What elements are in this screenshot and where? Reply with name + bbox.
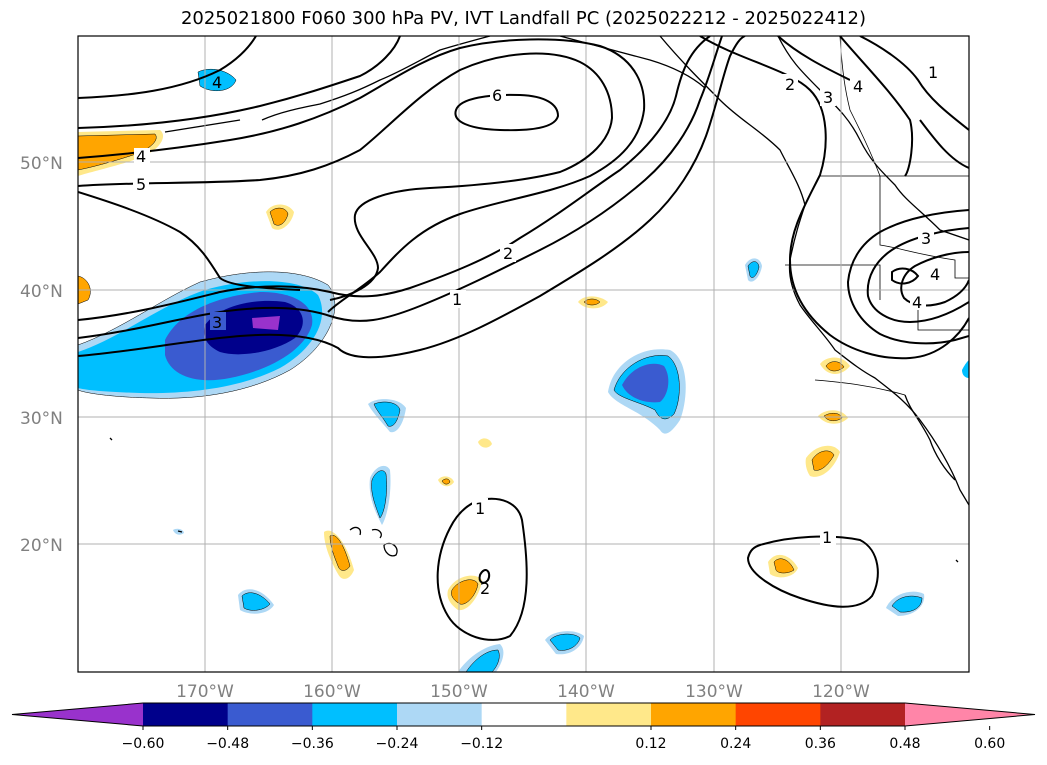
contour-label: 4	[853, 77, 863, 96]
lon-tick-label: 140°W	[557, 682, 615, 702]
contour-label: 3	[823, 88, 833, 107]
map-title: 2025021800 F060 300 hPa PV, IVT Landfall…	[180, 8, 867, 29]
contour-label: 3	[212, 313, 222, 332]
colorbar-bin	[566, 703, 652, 726]
contour-label: 2	[480, 579, 490, 598]
contour-label: 4	[212, 73, 222, 92]
lon-tick-label: 120°W	[812, 682, 870, 702]
gridlines	[78, 36, 969, 672]
contour-label: 2	[503, 244, 513, 263]
colorbar-extend-max	[905, 703, 1035, 726]
colorbar-bin	[143, 703, 229, 726]
lat-tick-label: 40°N	[20, 282, 63, 302]
colorbar-tick-label: −0.24	[376, 736, 419, 752]
colorbar-tick-label: 0.24	[720, 736, 751, 752]
contour-label: 1	[475, 499, 485, 518]
colorbar-tick-label: 0.60	[974, 736, 1005, 752]
colorbar-tick-label: 0.48	[889, 736, 920, 752]
contour-labels: 6 5 4 4 3 3 3 2 2 2 1 1 1 1 4	[133, 62, 944, 598]
colorbar-bin	[227, 703, 313, 726]
lon-tick-label: 150°W	[430, 682, 488, 702]
plot-frame	[77, 35, 970, 673]
contour-label: 4	[912, 293, 922, 312]
lon-tick-label: 160°W	[303, 682, 361, 702]
colorbar-extend-min	[12, 703, 143, 726]
plot-area: 6 5 4 4 3 3 3 2 2 2 1 1 1 1 4	[78, 36, 969, 672]
colorbar-bin	[651, 703, 737, 726]
lat-tick-label: 30°N	[20, 409, 63, 429]
contour-label: 4	[930, 265, 940, 284]
lon-tick-label: 130°W	[685, 682, 743, 702]
colorbar-tick-label: −0.48	[206, 736, 249, 752]
contour-label: 1	[928, 63, 938, 82]
contour-label: 2	[785, 75, 795, 94]
colorbar-bin	[820, 703, 906, 726]
lat-tick-label: 20°N	[20, 536, 63, 556]
pv-contours	[78, 36, 969, 641]
colorbar-tick-label: 0.12	[635, 736, 666, 752]
contour-label: 1	[822, 528, 832, 547]
contour-label: 4	[136, 147, 146, 166]
colorbar-bin	[481, 703, 567, 726]
lat-axis: 50°N 40°N 30°N 20°N	[20, 154, 63, 556]
contour-label: 6	[492, 86, 502, 105]
contour-label: 1	[452, 290, 462, 309]
colorbar-tick-label: −0.36	[291, 736, 334, 752]
shaded-field	[78, 69, 969, 672]
lat-tick-label: 50°N	[20, 154, 63, 174]
contour-label: 3	[921, 229, 931, 248]
colorbar-tick-label: −0.12	[460, 736, 503, 752]
coastlines	[109, 36, 969, 563]
colorbar-bin	[397, 703, 483, 726]
contour-label: 5	[136, 175, 146, 194]
lon-axis: 170°W 160°W 150°W 140°W 130°W 120°W	[176, 682, 870, 702]
colorbar: −0.60 −0.48 −0.36 −0.24 −0.12 0.12 0.24 0.36 0.4…	[11, 702, 1036, 752]
colorbar-bin	[735, 703, 821, 726]
colorbar-bin	[312, 703, 398, 726]
lon-tick-label: 170°W	[176, 682, 234, 702]
colorbar-tick-label: 0.36	[805, 736, 836, 752]
colorbar-tick-label: −0.60	[122, 736, 165, 752]
